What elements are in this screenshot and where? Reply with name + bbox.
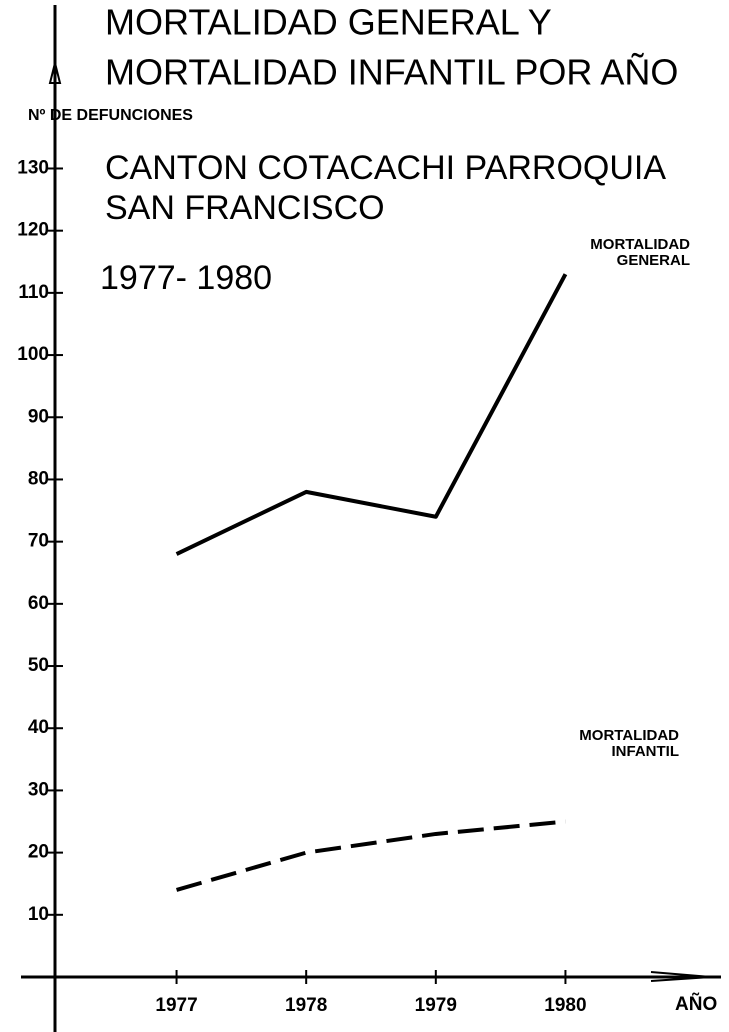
y-axis-arrow [48, 62, 62, 84]
y-tick-label: 100 [17, 344, 49, 365]
y-tick-label: 110 [18, 282, 49, 303]
chart-title: MORTALIDAD GENERAL Y [105, 2, 552, 43]
y-tick-label: 40 [28, 717, 49, 738]
x-axis-label: AÑO [675, 993, 717, 1015]
x-tick-label: 1978 [285, 995, 327, 1016]
y-tick-label: 90 [28, 406, 49, 427]
y-tick-label: 50 [28, 655, 49, 676]
x-tick-label: 1979 [415, 995, 457, 1016]
series-line [176, 819, 566, 892]
y-tick-label: 10 [28, 904, 49, 925]
y-tick-label: 20 [28, 842, 49, 863]
y-tick-label: 120 [17, 220, 49, 241]
x-tick-label: 1980 [544, 995, 586, 1016]
x-tick-label: 1977 [155, 995, 197, 1016]
y-tick-label: 130 [17, 157, 49, 178]
x-axis-arrow [650, 971, 712, 982]
y-tick-label: 60 [28, 593, 49, 614]
subtitle: 1977- 1980 [100, 259, 272, 297]
series-label: MORTALIDAD INFANTIL [579, 727, 679, 760]
subtitle: SAN FRANCISCO [105, 189, 385, 227]
chart-title: MORTALIDAD INFANTIL POR AÑO [105, 52, 678, 93]
series-label: MORTALIDAD GENERAL [590, 236, 690, 269]
series-line [175, 273, 568, 556]
y-tick-label: 80 [28, 468, 49, 489]
y-axis-label: Nº DE DEFUNCIONES [28, 107, 193, 124]
y-tick-label: 30 [28, 779, 49, 800]
subtitle: CANTON COTACACHI PARROQUIA [105, 149, 666, 187]
y-tick-label: 70 [28, 531, 49, 552]
